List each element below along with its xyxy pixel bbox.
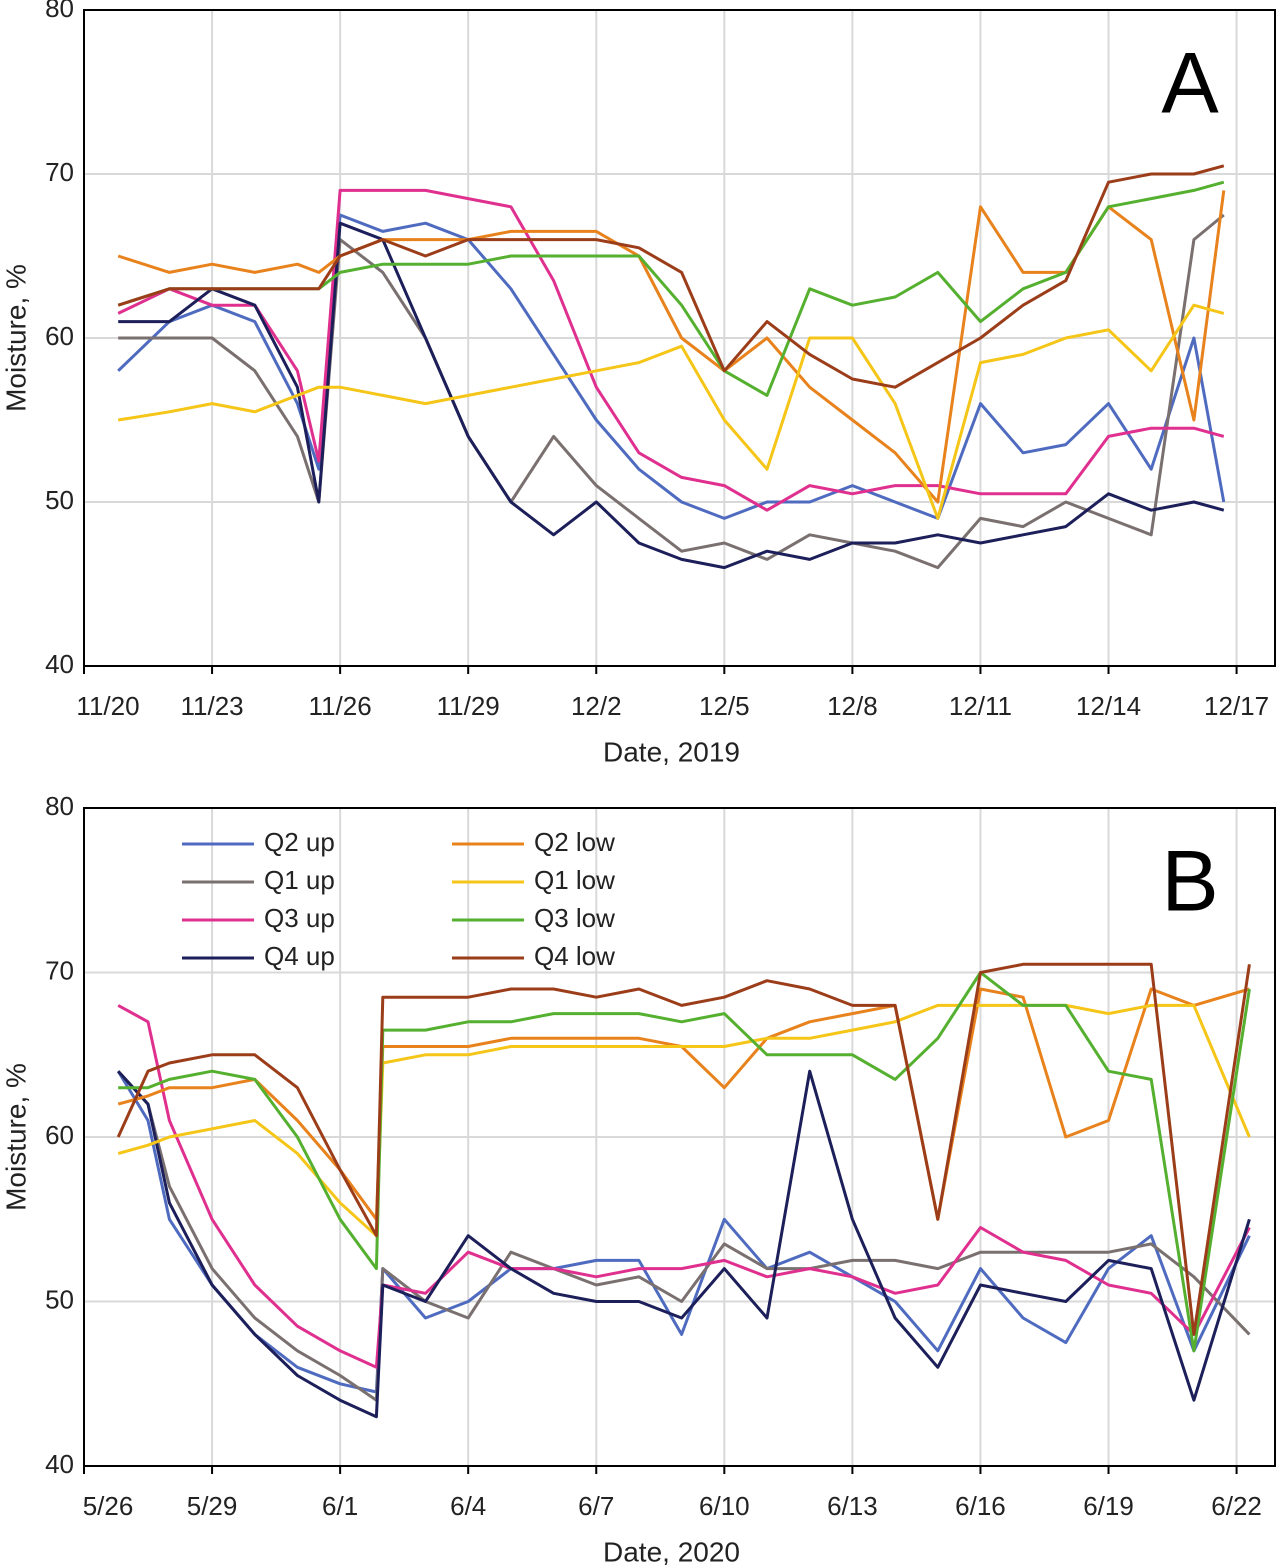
x-tick-label: 11/23 — [180, 691, 243, 721]
series-line — [117, 1003, 1251, 1238]
x-tick-label: 12/11 — [949, 691, 1012, 721]
x-tick-label: 6/22 — [1211, 1491, 1262, 1521]
y-tick-label: 80 — [45, 0, 74, 23]
x-tick-label: 5/26 — [83, 1491, 134, 1521]
y-tick-label: 70 — [45, 955, 74, 985]
x-tick-label: 5/29 — [187, 1491, 238, 1521]
y-tick-label: 40 — [45, 649, 74, 679]
series-line — [117, 1004, 1251, 1369]
series-line — [117, 303, 1225, 520]
x-tick-label: 6/4 — [450, 1491, 486, 1521]
y-axis-title: Moisture, % — [0, 1063, 31, 1211]
series-line — [117, 188, 1225, 512]
series-line — [117, 164, 1225, 389]
x-tick-label: 11/20 — [76, 691, 139, 721]
x-tick-label: 12/2 — [571, 691, 622, 721]
y-tick-label: 80 — [45, 791, 74, 821]
series-line — [118, 971, 1251, 1353]
panel-label: A — [1161, 36, 1219, 132]
series-line — [117, 1069, 1251, 1419]
x-tick-label: 12/14 — [1076, 691, 1141, 721]
x-tick-label: 6/16 — [955, 1491, 1006, 1521]
y-tick-label: 60 — [45, 1120, 74, 1150]
x-tick-label: 11/26 — [309, 691, 372, 721]
legend-label: Q3 low — [534, 903, 615, 933]
legend-label: Q3 up — [264, 903, 335, 933]
panel-label: B — [1161, 834, 1218, 930]
series-line — [116, 1070, 1251, 1394]
series-line — [117, 213, 1226, 520]
y-tick-label: 50 — [45, 485, 74, 515]
series-line — [117, 987, 1250, 1221]
x-tick-label: 12/17 — [1204, 691, 1269, 721]
legend-label: Q4 low — [534, 941, 615, 971]
legend-label: Q4 up — [264, 941, 335, 971]
series-line — [116, 962, 1251, 1336]
x-tick-label: 6/1 — [322, 1491, 358, 1521]
x-tick-label: 12/5 — [699, 691, 750, 721]
y-tick-label: 60 — [45, 321, 74, 351]
x-tick-label: 6/19 — [1083, 1491, 1134, 1521]
y-tick-label: 70 — [45, 157, 74, 187]
legend-label: Q1 up — [264, 865, 335, 895]
x-axis-title: Date, 2019 — [603, 736, 740, 767]
plot-frame — [83, 807, 1276, 1467]
x-tick-label: 6/7 — [578, 1491, 614, 1521]
y-axis-title: Moisture, % — [0, 264, 31, 412]
legend-label: Q1 low — [534, 865, 615, 895]
x-tick-label: 6/10 — [699, 1491, 750, 1521]
legend-label: Q2 low — [534, 827, 615, 857]
x-tick-label: 11/29 — [437, 691, 500, 721]
x-tick-label: 12/8 — [827, 691, 878, 721]
series-line — [117, 1070, 1251, 1402]
legend-label: Q2 up — [264, 827, 335, 857]
y-tick-label: 50 — [45, 1284, 74, 1314]
series-line — [118, 221, 1225, 570]
y-tick-label: 40 — [45, 1449, 74, 1479]
plot-frame — [83, 9, 1276, 667]
x-axis-title: Date, 2020 — [603, 1536, 740, 1567]
series-line — [117, 190, 1226, 504]
x-tick-label: 6/13 — [827, 1491, 878, 1521]
series-line — [118, 213, 1225, 570]
